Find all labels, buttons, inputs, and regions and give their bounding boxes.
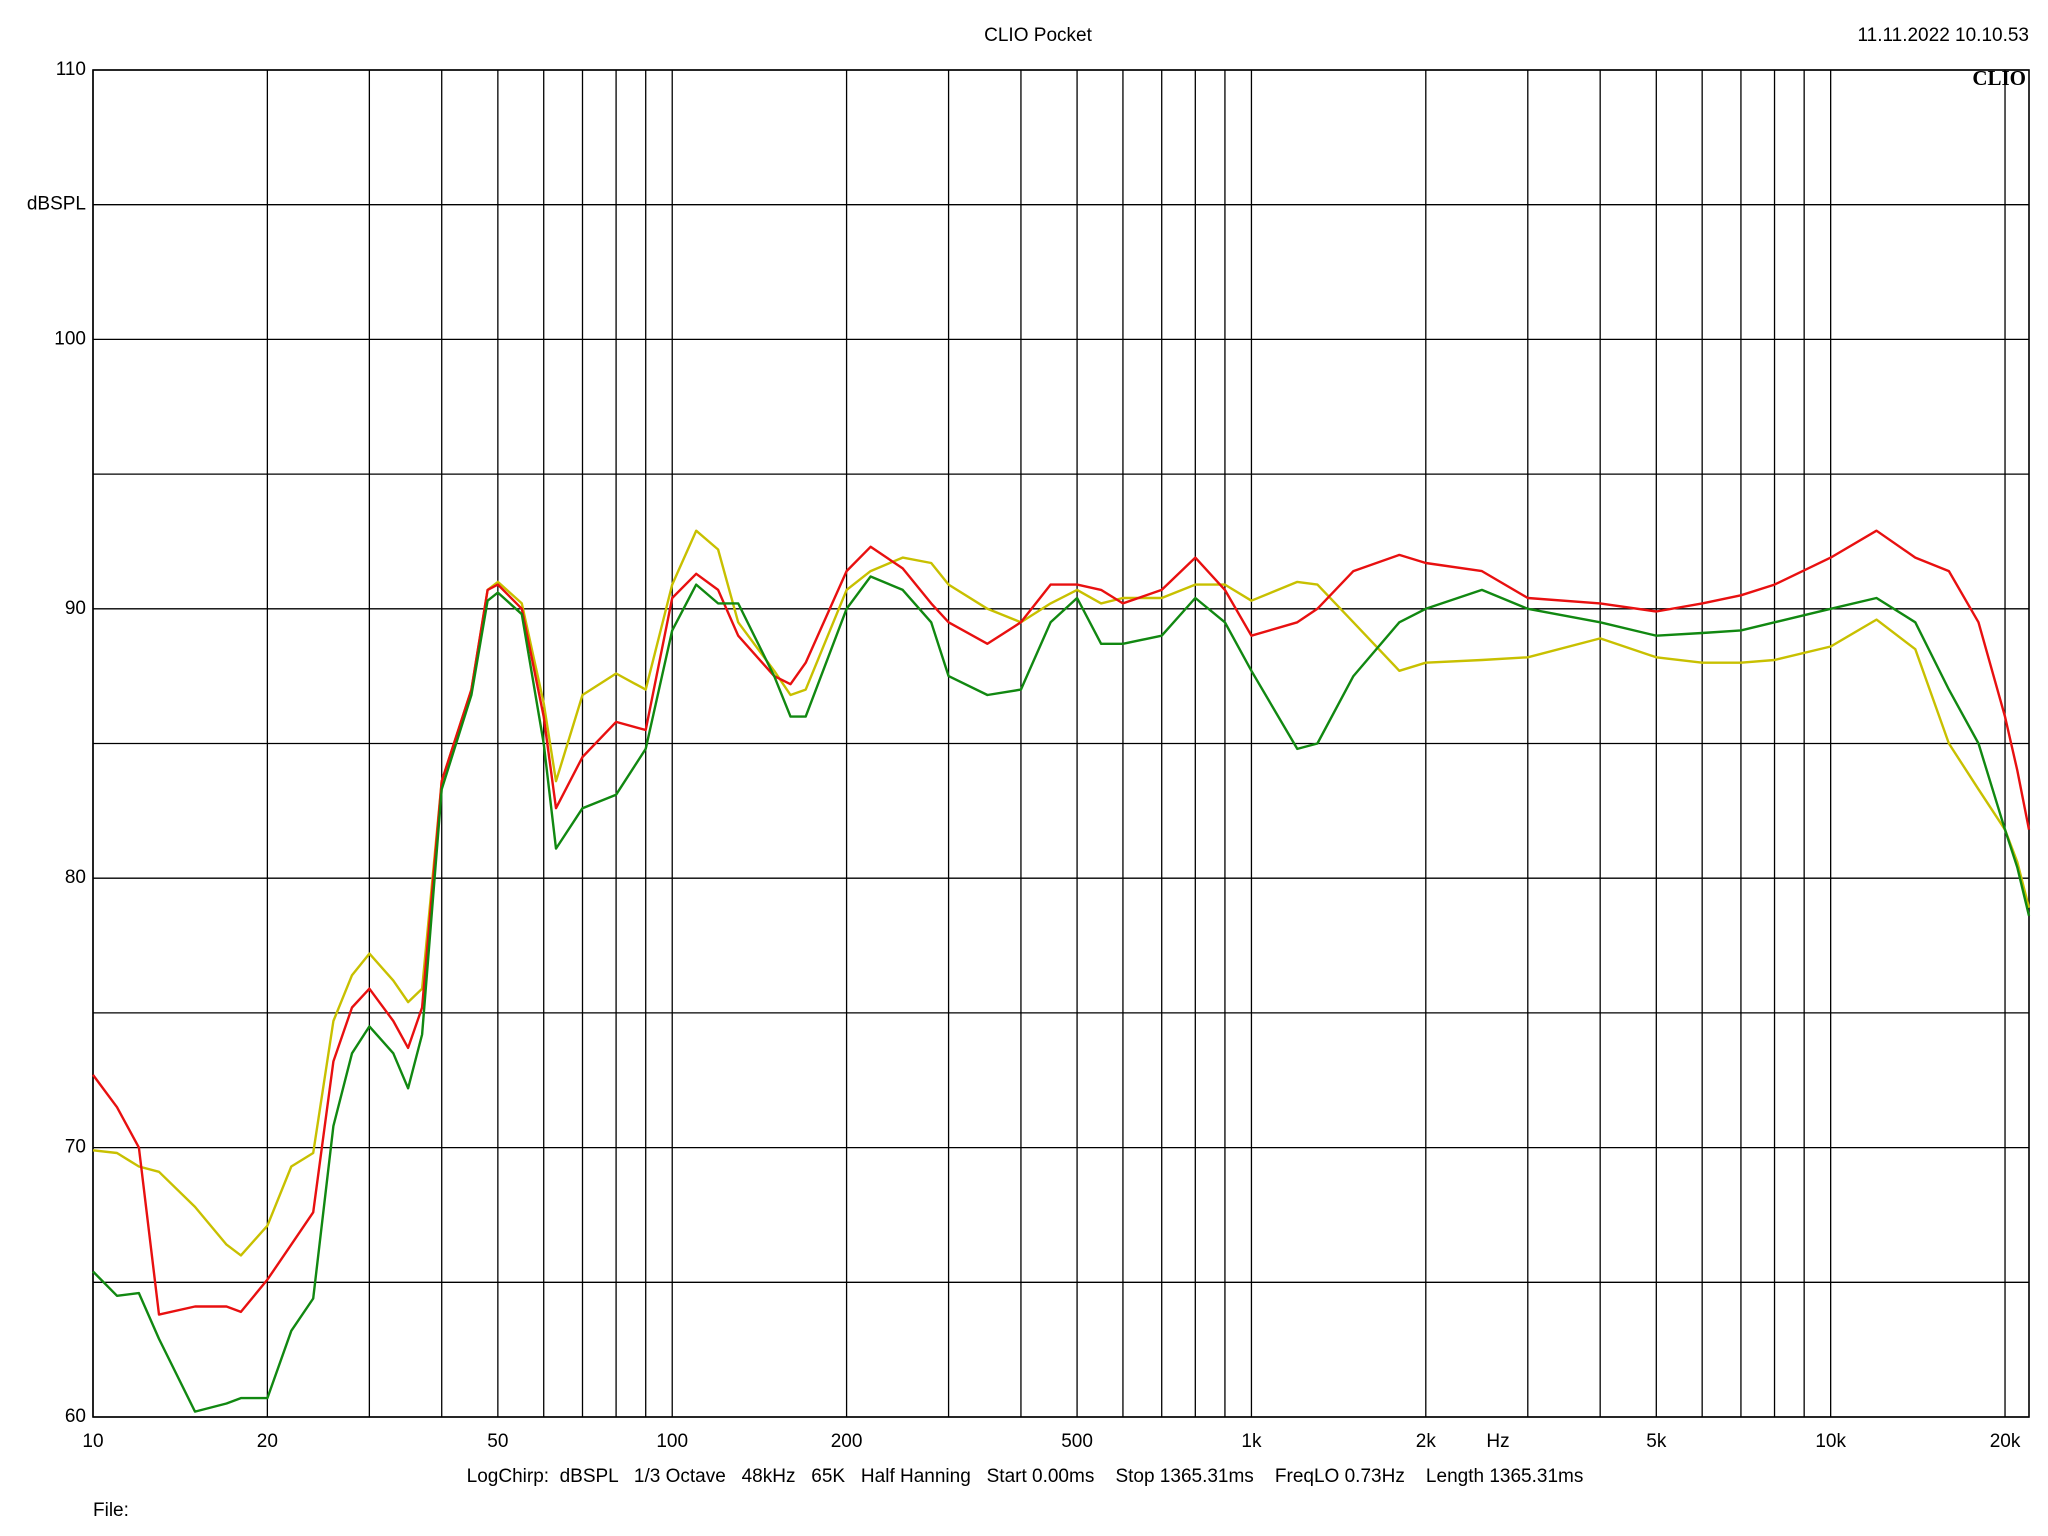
y-tick-label: 60: [65, 1406, 86, 1427]
x-tick-label: 5k: [1646, 1431, 1667, 1452]
x-tick-label: 10k: [1815, 1431, 1846, 1452]
series-line: [92, 529, 2031, 1257]
x-axis-label: Hz: [1486, 1431, 1509, 1452]
chart-title: CLIO Pocket: [984, 25, 1092, 46]
footer: LogChirp: dBSPL 1/3 Octave 48kHz 65K Hal…: [467, 1466, 1584, 1487]
y-tick-label: 100: [54, 328, 86, 349]
y-tick-label: 70: [65, 1137, 86, 1158]
y-tick-label: 80: [65, 867, 86, 888]
y-tick-label: 90: [65, 598, 86, 619]
x-tick-label: 10: [82, 1431, 103, 1452]
y-axis-label: dBSPL: [27, 194, 86, 215]
y-tick-label: 110: [56, 59, 86, 80]
file-label: File:: [93, 1500, 129, 1521]
x-tick-label: 20k: [1990, 1431, 2021, 1452]
x-tick-label: 200: [831, 1431, 863, 1452]
x-tick-label: 1k: [1241, 1431, 1262, 1452]
x-tick-label: 500: [1061, 1431, 1093, 1452]
plot-frame: [92, 69, 2030, 1418]
series-line: [92, 575, 2031, 1413]
x-tick-label: 2k: [1416, 1431, 1437, 1452]
x-tick-label: 50: [487, 1431, 508, 1452]
x-tick-label: 20: [257, 1431, 278, 1452]
x-tick-label: 100: [656, 1431, 688, 1452]
series-line: [92, 529, 2031, 1316]
timestamp: 11.11.2022 10.10.53: [1857, 25, 2029, 46]
